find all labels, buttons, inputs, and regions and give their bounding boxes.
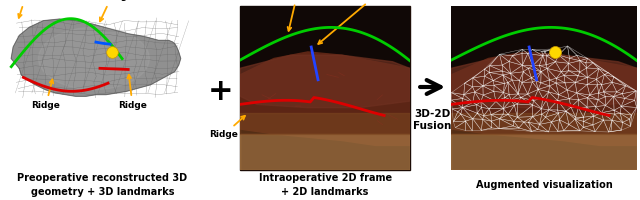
Polygon shape: [240, 134, 410, 170]
Text: Preoperative reconstructed 3D
geometry + 3D landmarks: Preoperative reconstructed 3D geometry +…: [17, 173, 188, 197]
Polygon shape: [451, 113, 637, 134]
Polygon shape: [240, 113, 410, 134]
Text: Silhouette: Silhouette: [271, 0, 323, 31]
Text: +: +: [208, 77, 234, 106]
Point: [550, 50, 560, 54]
Text: 3D-2D
Fusion: 3D-2D Fusion: [413, 109, 452, 131]
Point: [107, 50, 117, 54]
Text: Intraoperative 2D frame
+ 2D landmarks: Intraoperative 2D frame + 2D landmarks: [259, 173, 392, 197]
Polygon shape: [451, 52, 637, 145]
Text: Silhouette: Silhouette: [0, 0, 52, 18]
Text: Falciform ligament: Falciform ligament: [64, 0, 159, 21]
Ellipse shape: [38, 27, 149, 90]
Text: Augmented visualization: Augmented visualization: [476, 180, 612, 190]
Text: Ridge: Ridge: [209, 116, 245, 139]
Polygon shape: [240, 6, 410, 80]
Polygon shape: [451, 6, 637, 80]
Text: Falciform ligament: Falciform ligament: [318, 0, 424, 44]
Polygon shape: [451, 55, 637, 108]
Polygon shape: [240, 55, 410, 108]
Polygon shape: [12, 19, 180, 96]
Text: Ridge: Ridge: [31, 80, 60, 110]
Polygon shape: [240, 52, 410, 145]
Polygon shape: [451, 134, 637, 170]
Text: Ridge: Ridge: [118, 75, 147, 110]
